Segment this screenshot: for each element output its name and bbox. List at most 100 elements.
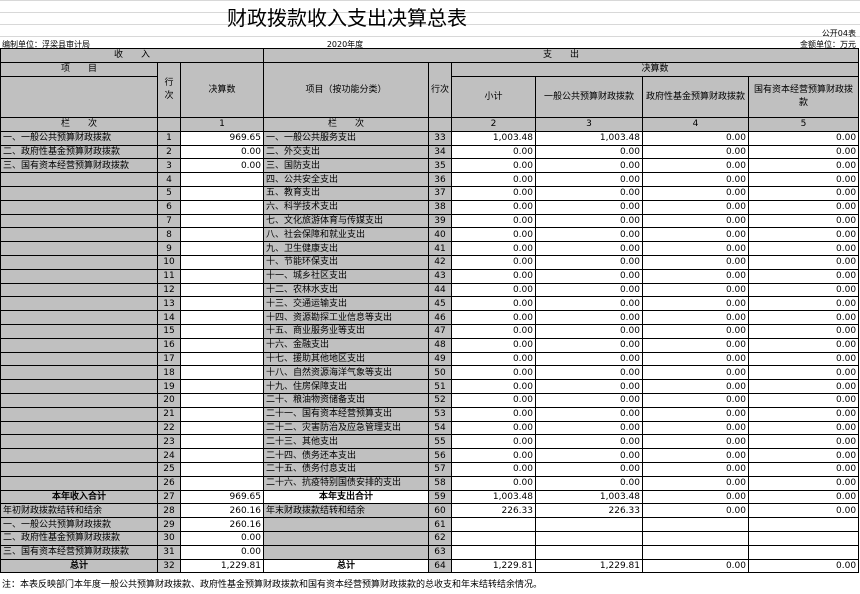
expense-line: 48 [428,337,452,353]
income-item [0,434,158,450]
expense-subtotal: 0.00 [451,199,536,215]
income-line: 12 [157,282,181,298]
expense-subtotal: 0.00 [451,448,536,463]
expense-line: 50 [428,365,452,381]
income-amount [180,310,264,325]
expense-fund: 0.00 [642,392,749,408]
expense-fund: 0.00 [642,172,749,187]
income-line: 24 [157,448,181,463]
expense-line: 41 [428,241,452,256]
expense-line: 46 [428,310,452,325]
income-line: 6 [157,199,181,215]
income-amount [180,213,264,229]
expense-line: 54 [428,420,452,436]
income-amount [180,475,264,491]
expense-line: 62 [428,530,452,546]
expense-subtotal: 0.00 [451,323,536,339]
table-row: 一、一般公共预算财政拨款 29 260.16 61 [0,517,860,532]
expense-item [263,530,429,546]
expense-subtotal: 1,003.48 [451,489,536,505]
expense-header: 支 出 [262,48,860,63]
expense-subtotal: 0.00 [451,158,536,174]
expense-line: 56 [428,448,452,463]
expense-state-capital: 0.00 [747,489,860,505]
expense-state-capital: 0.00 [747,172,860,187]
expense-state-capital: 0.00 [747,558,860,574]
expense-general: 0.00 [535,296,643,312]
col-header-state-capital: 国有资本经营预算财政拨款 [747,76,860,118]
expense-state-capital: 0.00 [747,503,860,519]
expense-state-capital: 0.00 [747,323,860,339]
income-amount [180,392,264,408]
income-amount: 0.00 [180,544,264,560]
expense-subtotal: 0.00 [451,185,536,201]
table-row: 18 十八、自然资源海洋气象等支出 50 0.00 0.00 0.00 0.00 [0,365,860,381]
expense-fund: 0.00 [642,461,749,477]
expense-subtotal: 0.00 [451,296,536,312]
expense-fund: 0.00 [642,475,749,491]
table-row: 8 八、社会保障和就业支出 40 0.00 0.00 0.00 0.00 [0,227,860,243]
income-line: 7 [157,213,181,229]
expense-subtotal: 226.33 [451,503,536,519]
expense-line: 35 [428,158,452,174]
expense-fund: 0.00 [642,158,749,174]
expense-subtotal [451,544,536,560]
income-item: 三、国有资本经营预算财政拨款 [0,158,158,174]
expense-general: 0.00 [535,268,643,284]
seq-4: 4 [642,117,749,132]
expense-state-capital: 0.00 [747,351,860,367]
expense-line: 44 [428,282,452,298]
expense-state-capital [747,517,860,532]
expense-subtotal: 0.00 [451,241,536,256]
expense-line: 45 [428,296,452,312]
expense-state-capital: 0.00 [747,379,860,394]
income-amount [180,172,264,187]
expense-fund: 0.00 [642,420,749,436]
expense-general: 1,003.48 [535,130,643,146]
table-row: 4 四、公共安全支出 36 0.00 0.00 0.00 0.00 [0,172,860,187]
expense-item: 五、教育支出 [263,185,429,201]
expense-item: 二、外交支出 [263,144,429,160]
expense-item: 十一、城乡社区支出 [263,268,429,284]
table-row: 21 二十一、国有资本经营预算支出 53 0.00 0.00 0.00 0.00 [0,406,860,422]
expense-subtotal: 0.00 [451,365,536,381]
income-amount [180,268,264,284]
table-row: 一、一般公共预算财政拨款 1 969.65 一、一般公共服务支出 33 1,003.48 1… [0,130,860,146]
income-amount [180,337,264,353]
expense-line: 47 [428,323,452,339]
expense-fund: 0.00 [642,503,749,519]
expense-line: 39 [428,213,452,229]
expense-general: 1,003.48 [535,489,643,505]
expense-item: 二十六、抗疫特别国债安排的支出 [263,475,429,491]
expense-item: 二十、粮油物资储备支出 [263,392,429,408]
expense-subtotal: 0.00 [451,310,536,325]
table-row: 24 二十四、债务还本支出 56 0.00 0.00 0.00 0.00 [0,448,860,463]
income-line: 21 [157,406,181,422]
expense-subtotal [451,517,536,532]
expense-fund: 0.00 [642,365,749,381]
expense-general: 0.00 [535,254,643,270]
seq-blank-2 [428,117,452,132]
income-amount [180,241,264,256]
income-line: 32 [157,558,181,574]
expense-general: 0.00 [535,158,643,174]
expense-item: 九、卫生健康支出 [263,241,429,256]
expense-item: 本年支出合计 [263,489,429,505]
income-amount [180,461,264,477]
expense-subtotal: 0.00 [451,268,536,284]
expense-fund: 0.00 [642,185,749,201]
income-line: 15 [157,323,181,339]
income-item-blank [0,76,158,118]
expense-general: 0.00 [535,185,643,201]
income-line: 11 [157,268,181,284]
expense-item: 十九、住房保障支出 [263,379,429,394]
expense-subtotal: 0.00 [451,461,536,477]
income-item [0,296,158,312]
table-row: 23 二十三、其他支出 55 0.00 0.00 0.00 0.00 [0,434,860,450]
seq-label-2: 栏 次 [263,117,429,132]
expense-fund: 0.00 [642,310,749,325]
table-row: 19 十九、住房保障支出 51 0.00 0.00 0.00 0.00 [0,379,860,394]
seq-5: 5 [747,117,860,132]
income-amount [180,282,264,298]
expense-item: 十、节能环保支出 [263,254,429,270]
